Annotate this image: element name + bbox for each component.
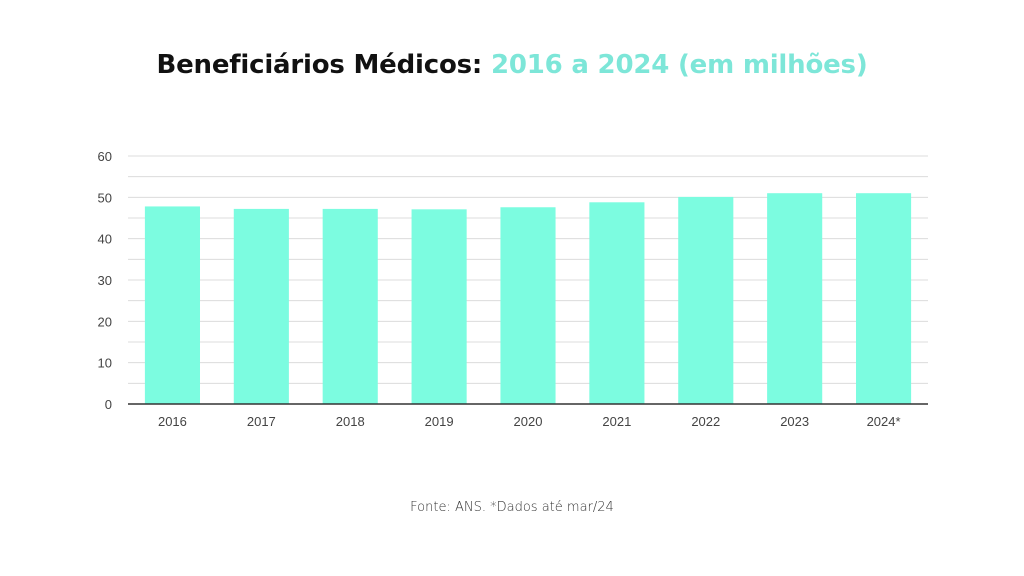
chart-title-accent: 2016 a 2024 (em milhões) <box>490 50 868 80</box>
y-tick-label: 60 <box>98 149 112 164</box>
x-tick-label: 2022 <box>691 414 720 429</box>
chart-title: Beneficiários Médicos: 2016 a 2024 (em m… <box>0 50 1024 80</box>
bar-2019 <box>411 209 467 404</box>
x-tick-label: 2023 <box>780 414 809 429</box>
bar-2017 <box>233 208 289 404</box>
y-tick-label: 30 <box>98 273 112 288</box>
x-tick-label: 2024* <box>867 414 901 429</box>
y-tick-label: 10 <box>98 356 112 371</box>
bar-2021 <box>589 202 645 404</box>
x-tick-label: 2020 <box>514 414 543 429</box>
bar-2023 <box>767 193 823 404</box>
y-tick-label: 0 <box>105 397 112 412</box>
y-tick-label: 40 <box>98 232 112 247</box>
bar-2018 <box>322 208 378 404</box>
x-tick-label: 2019 <box>425 414 454 429</box>
x-tick-label: 2017 <box>247 414 276 429</box>
bar-chart: 0 10 20 30 40 50 60 2016 2017 2018 2019 2020 2021 202… <box>98 149 928 429</box>
bar-2016 <box>144 206 200 404</box>
x-tick-label: 2016 <box>158 414 187 429</box>
source-note: Fonte: ANS. *Dados até mar/24 <box>410 500 614 515</box>
y-tick-label: 50 <box>98 190 112 205</box>
chart-title-main: Beneficiários Médicos: <box>156 50 483 80</box>
bar-2024 <box>856 193 912 404</box>
bar-2020 <box>500 207 556 404</box>
x-tick-label: 2018 <box>336 414 365 429</box>
x-tick-label: 2021 <box>602 414 631 429</box>
y-tick-label: 20 <box>98 314 112 329</box>
bar-2022 <box>678 196 734 404</box>
